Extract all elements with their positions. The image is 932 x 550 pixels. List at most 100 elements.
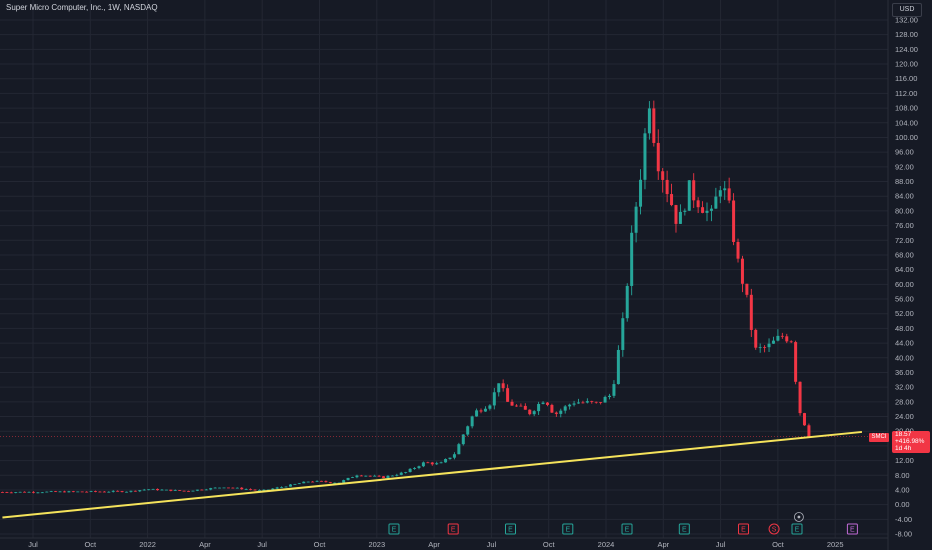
- x-tick-label: 2025: [827, 540, 844, 549]
- candle-body: [754, 329, 758, 348]
- candle-body: [439, 462, 443, 464]
- candle-body: [417, 466, 421, 468]
- candle-body: [156, 488, 160, 491]
- candle-body: [483, 408, 487, 412]
- y-tick-label: 28.00: [895, 397, 914, 406]
- candle-body: [714, 196, 718, 209]
- candle-body: [351, 477, 355, 479]
- event-marker-label: E: [625, 527, 630, 534]
- candle-body: [656, 142, 660, 172]
- last-price: 18.57: [895, 431, 912, 438]
- candle-body: [444, 459, 448, 463]
- earnings-marker: [388, 523, 400, 535]
- candle-body: [390, 475, 394, 477]
- candle-body: [102, 491, 106, 493]
- candle-body: [76, 491, 80, 493]
- candle-body: [674, 205, 678, 224]
- candle-body: [178, 490, 182, 491]
- candle-body: [404, 472, 408, 473]
- scroll-realtime-icon: [794, 512, 804, 522]
- support-trendline: [2, 430, 863, 519]
- candle-body: [244, 489, 248, 490]
- candle-body: [399, 472, 403, 475]
- candle-body: [687, 180, 691, 211]
- y-tick-label: 128.00: [895, 30, 918, 39]
- y-tick-label: 76.00: [895, 221, 914, 230]
- y-tick-label: -4.00: [895, 515, 912, 524]
- candle-body: [346, 477, 350, 481]
- candle-body: [426, 462, 430, 464]
- candle-body: [758, 347, 762, 348]
- candle-body: [151, 488, 155, 490]
- x-tick-label: Oct: [772, 540, 785, 549]
- candle-body: [501, 383, 505, 389]
- candle-body: [395, 474, 399, 476]
- candle-body: [430, 462, 434, 465]
- candle-body: [532, 411, 536, 415]
- candle-body: [213, 487, 217, 489]
- y-tick-label: 56.00: [895, 295, 914, 304]
- candle-body: [85, 491, 89, 493]
- candle-body: [612, 384, 616, 396]
- candle-body: [328, 482, 332, 483]
- chart-title: Super Micro Computer, Inc., 1W, NASDAQ: [6, 3, 158, 12]
- candle-body: [191, 490, 195, 492]
- y-tick-label: 100.00: [895, 133, 918, 142]
- x-tick-label: 2024: [598, 540, 615, 549]
- y-tick-label: 48.00: [895, 324, 914, 333]
- candle-body: [763, 347, 767, 348]
- bar-countdown: 1d 4h: [895, 445, 912, 452]
- candle-body: [187, 490, 191, 492]
- candle-body: [568, 404, 572, 407]
- candle-body: [377, 475, 381, 477]
- earnings-marker: [447, 523, 459, 535]
- y-tick-label: 32.00: [895, 383, 914, 392]
- y-tick-label: 72.00: [895, 236, 914, 245]
- candle-body: [249, 489, 253, 490]
- candle-body: [550, 404, 554, 413]
- y-tick-label: 132.00: [895, 16, 918, 25]
- y-tick-label: 4.00: [895, 485, 910, 494]
- candle-body: [373, 475, 377, 477]
- candle-body: [319, 480, 323, 482]
- currency-button[interactable]: USD: [892, 3, 922, 17]
- candle-body: [537, 403, 541, 412]
- candle-body: [54, 491, 58, 493]
- last-price-tag: 18.57 +416.98% 1d 4h: [892, 431, 930, 453]
- x-tick-label: 2023: [368, 540, 385, 549]
- y-tick-label: 64.00: [895, 265, 914, 274]
- event-marker-label: E: [451, 527, 456, 534]
- y-tick-label: 120.00: [895, 60, 918, 69]
- candle-body: [807, 425, 811, 437]
- candle-body: [421, 462, 425, 467]
- candle-body: [18, 491, 22, 493]
- candle-body: [559, 410, 563, 414]
- candle-body: [31, 491, 35, 493]
- event-marker-label: E: [682, 527, 687, 534]
- candle-body: [333, 482, 337, 484]
- candle-body: [80, 491, 84, 493]
- candle-body: [492, 392, 496, 406]
- event-marker-label: E: [850, 527, 855, 534]
- candle-body: [661, 171, 665, 180]
- candle-body: [519, 405, 523, 407]
- event-marker-label: E: [392, 527, 397, 534]
- y-tick-label: 84.00: [895, 192, 914, 201]
- x-tick-label: Apr: [428, 540, 440, 549]
- candle-body: [599, 402, 603, 403]
- candle-body: [621, 318, 625, 350]
- candle-body: [315, 480, 319, 482]
- candle-body: [630, 232, 634, 286]
- y-tick-label: 124.00: [895, 45, 918, 54]
- candle-body: [616, 349, 620, 385]
- candle-body: [195, 489, 199, 491]
- candle-body: [802, 413, 806, 426]
- candle-body: [382, 476, 386, 478]
- candle-body: [49, 491, 53, 493]
- candle-body: [111, 490, 115, 492]
- candle-body: [62, 491, 66, 493]
- candle-body: [125, 491, 129, 493]
- event-marker-label: E: [565, 527, 570, 534]
- y-tick-label: 0.00: [895, 500, 910, 509]
